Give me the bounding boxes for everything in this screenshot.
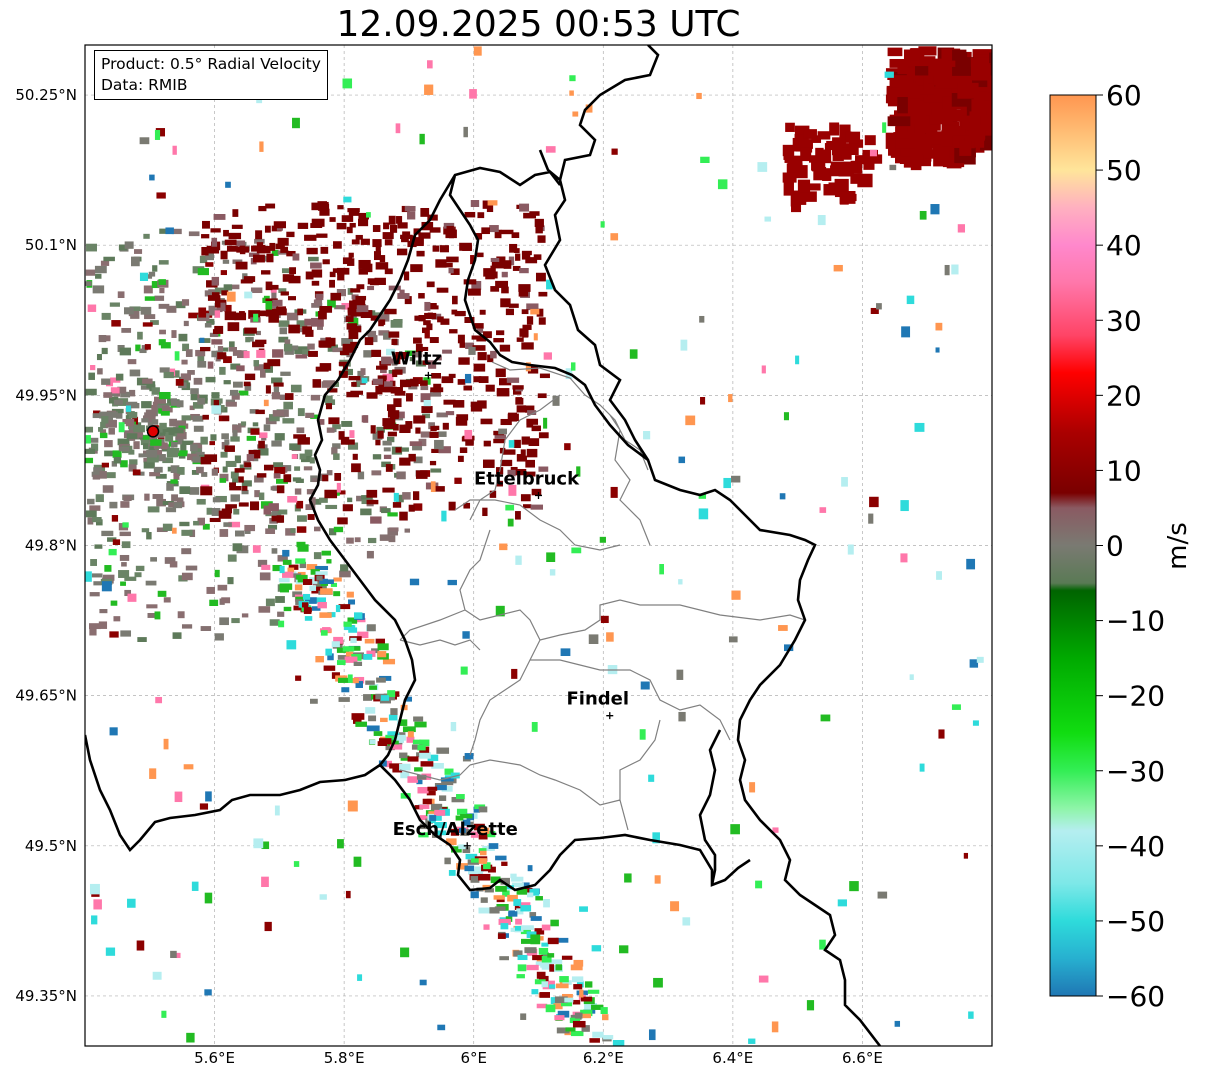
lat-tick-label: 50.25°N xyxy=(15,86,77,104)
colorbar-label: m/s xyxy=(1163,522,1193,570)
lat-tick-label: 49.8°N xyxy=(25,537,77,555)
product-info-box: Product: 0.5° Radial Velocity Data: RMIB xyxy=(94,50,328,100)
city-marker xyxy=(463,842,471,850)
radar-site-marker xyxy=(146,425,160,438)
colorbar-tick-label: 30 xyxy=(1106,304,1142,337)
lat-tick-label: 49.95°N xyxy=(15,386,77,404)
colorbar-ticks: 60 50 40 30 20 10 0 −10 −20 −30 −40 −50 −60 xyxy=(1096,79,1165,1013)
colorbar-tick-label: 0 xyxy=(1106,530,1124,563)
lat-tick-label: 49.65°N xyxy=(15,687,77,705)
lat-tick-label: 49.35°N xyxy=(15,987,77,1005)
city-label: Esch/Alzette xyxy=(393,819,518,840)
national-border xyxy=(85,45,882,1046)
colorbar-tick-label: 50 xyxy=(1106,154,1142,187)
colorbar-tick-label: 60 xyxy=(1106,79,1142,112)
colorbar xyxy=(1049,94,1097,997)
lat-tick-label: 50.1°N xyxy=(25,236,77,254)
colorbar-tick-label: −20 xyxy=(1106,680,1165,713)
data-source-label: Data: RMIB xyxy=(101,76,188,94)
city-marker xyxy=(535,491,542,499)
lon-tick-label: 5.8°E xyxy=(324,1049,365,1067)
map-title: 12.09.2025 00:53 UTC xyxy=(336,4,741,45)
lon-tick-label: 6.4°E xyxy=(712,1049,753,1067)
colorbar-tick-label: 10 xyxy=(1106,454,1142,487)
colorbar-tick-label: −60 xyxy=(1106,980,1165,1013)
colorbar-tick-label: −30 xyxy=(1106,755,1165,788)
colorbar-tick-label: −40 xyxy=(1106,830,1165,863)
product-label: Product: 0.5° Radial Velocity xyxy=(101,55,321,73)
city-marker xyxy=(424,371,432,379)
colorbar-tick-label: 40 xyxy=(1106,229,1142,262)
borders xyxy=(85,45,882,1046)
city-label: Wiltz xyxy=(391,348,442,369)
map-frame xyxy=(84,44,993,1047)
city-label: Findel xyxy=(566,689,629,710)
colorbar-tick-label: −50 xyxy=(1106,905,1165,938)
axis-ticks: 5.6°E 5.8°E 6°E 6.2°E 6.4°E 6.6°E 50.25°N 50.1°… xyxy=(15,86,883,1067)
colorbar-tick-label: −10 xyxy=(1106,605,1165,638)
lon-tick-label: 5.6°E xyxy=(194,1049,235,1067)
city-marker xyxy=(606,712,614,720)
city-label: Ettelbruck xyxy=(474,468,580,489)
lon-tick-label: 6°E xyxy=(460,1049,487,1067)
city-labels: Wiltz Ettelbruck Findel Esch/Alzette xyxy=(391,348,629,850)
lon-tick-label: 6.2°E xyxy=(583,1049,624,1067)
colorbar-tick-label: 20 xyxy=(1106,379,1142,412)
lat-tick-label: 49.5°N xyxy=(25,837,77,855)
lon-tick-label: 6.6°E xyxy=(842,1049,883,1067)
